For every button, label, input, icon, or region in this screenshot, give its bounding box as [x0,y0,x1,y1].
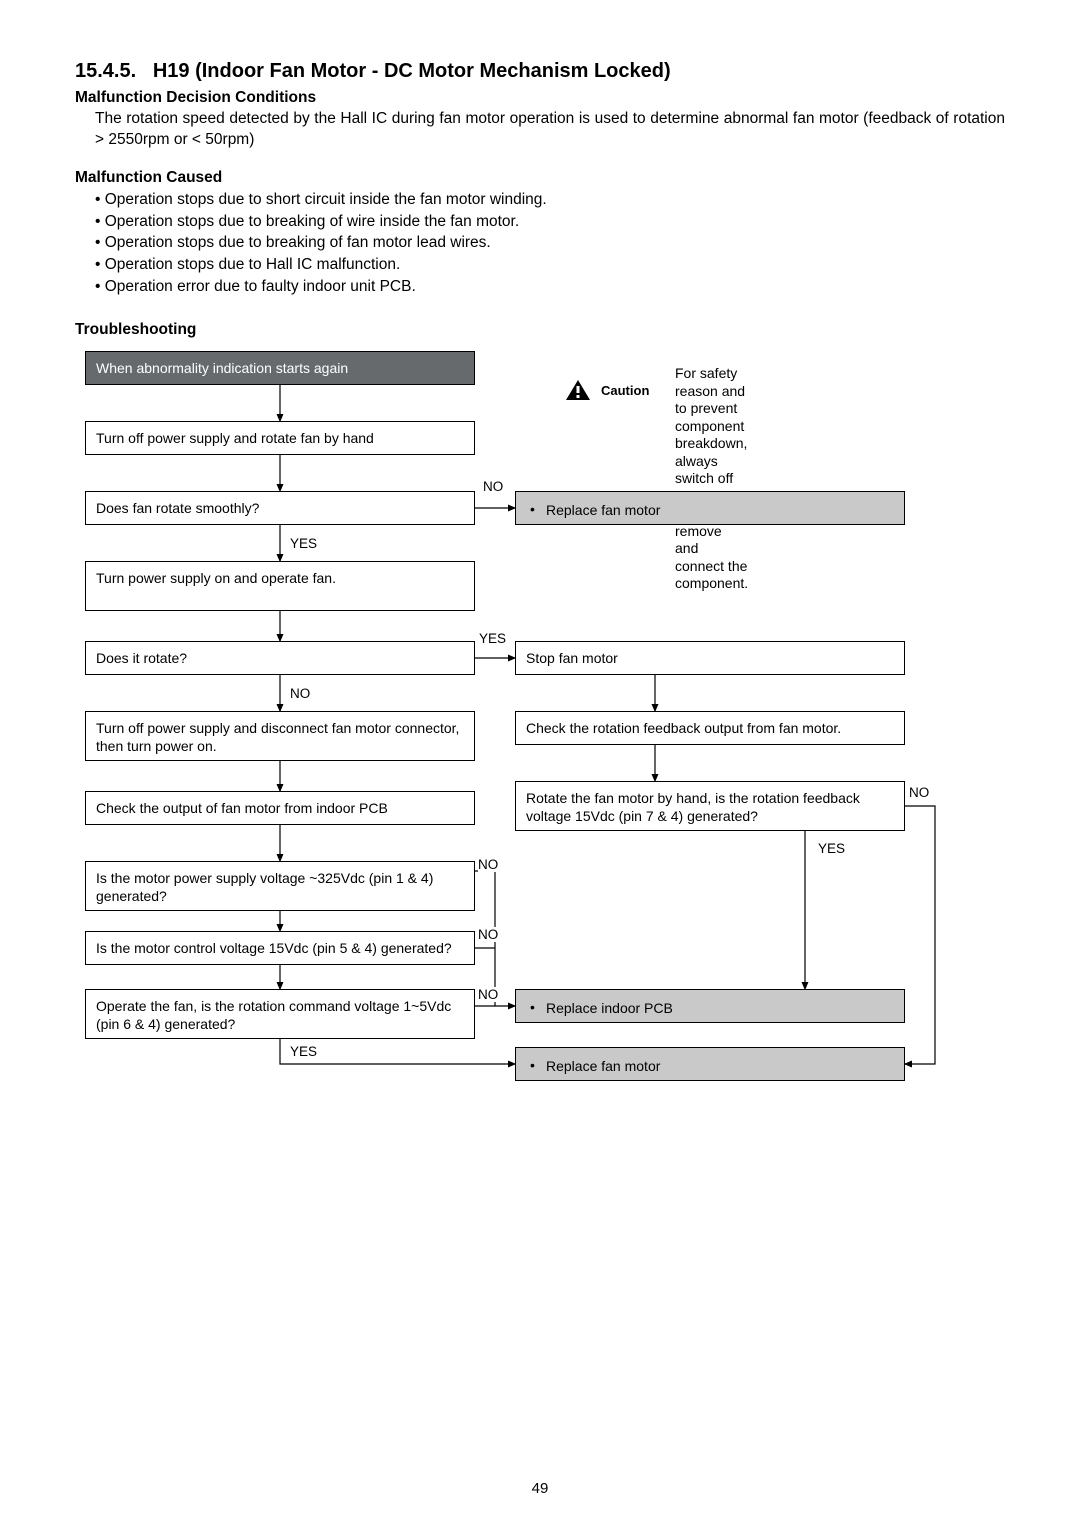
caused-heading: Malfunction Caused [75,169,1005,187]
flow-label-no: NO [478,927,498,942]
flow-label-no: NO [478,987,498,1002]
flowchart: Caution For safety reason and to prevent… [85,351,1015,1091]
section-title: 15.4.5. H19 (Indoor Fan Motor - DC Motor… [75,60,1005,83]
list-item: Operation error due to faulty indoor uni… [95,276,1005,298]
flow-label-no: NO [909,785,929,800]
flow-arrows [85,351,1015,1091]
list-item: Operation stops due to breaking of fan m… [95,232,1005,254]
flow-label-yes: YES [818,841,845,856]
flow-label-yes: YES [479,631,506,646]
list-item: Operation stops due to short circuit ins… [95,189,1005,211]
decision-text: The rotation speed detected by the Hall … [95,109,1005,151]
decision-heading: Malfunction Decision Conditions [75,89,1005,107]
troubleshooting-heading: Troubleshooting [75,321,1005,339]
section-heading: H19 (Indoor Fan Motor - DC Motor Mechani… [153,60,671,82]
flow-label-yes: YES [290,1044,317,1059]
flow-label-no: NO [290,686,310,701]
section-number: 15.4.5. [75,60,136,82]
flow-label-no: NO [483,479,503,494]
list-item: Operation stops due to Hall IC malfuncti… [95,254,1005,276]
page-number: 49 [0,1480,1080,1497]
list-item: Operation stops due to breaking of wire … [95,211,1005,233]
caused-list: Operation stops due to short circuit ins… [95,189,1005,297]
flow-label-no: NO [478,857,498,872]
flow-label-yes: YES [290,536,317,551]
